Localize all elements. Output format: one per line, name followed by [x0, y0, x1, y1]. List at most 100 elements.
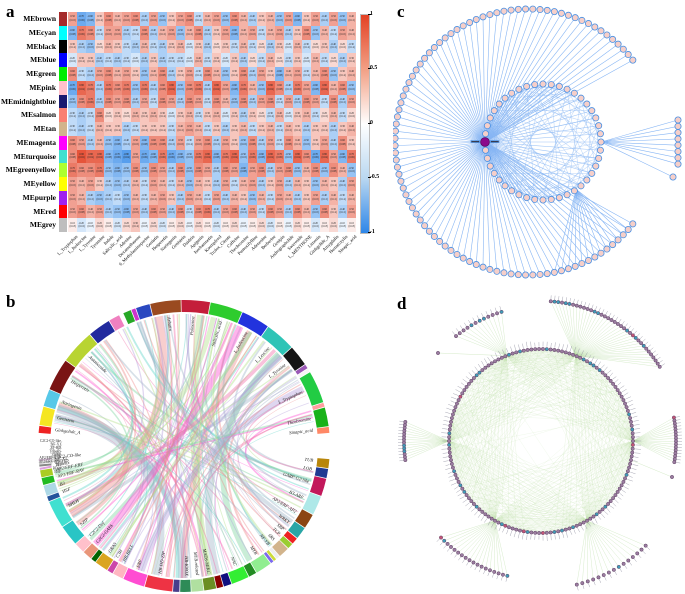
node-label-tick: [492, 573, 494, 578]
network-edge: [576, 189, 624, 236]
network-edge: [575, 355, 597, 515]
network-node: [588, 107, 596, 115]
network-edge: [448, 440, 577, 526]
heatmap-cell: 0.10 (0.18): [104, 218, 113, 232]
chord-link: [68, 315, 168, 517]
label-leader-line: [50, 447, 63, 460]
network-edge: [448, 403, 458, 438]
network-node: [609, 318, 614, 322]
network-node: [425, 227, 433, 235]
network-node: [563, 527, 568, 532]
chord-link: [165, 314, 180, 577]
node-label-tick: [646, 546, 651, 551]
network-node: [539, 196, 547, 204]
heatmap-cell: 0.50 (0.10): [275, 190, 284, 205]
network-edge: [569, 353, 588, 521]
heatmap-cell: -0.30 (0.14): [230, 39, 239, 54]
heatmap-cell: 0.50 (0.10): [311, 12, 320, 26]
node-label-tick: [518, 344, 520, 350]
heatmap-cell: 0.50 (0.10): [167, 94, 176, 109]
heatmap-cell: 0.20 (0.16): [95, 218, 104, 232]
network-edge: [448, 440, 603, 510]
network-edge: [527, 349, 631, 419]
network-node: [514, 350, 519, 355]
module-color-swatch: [59, 122, 67, 136]
network-edge: [586, 520, 633, 558]
network-edge: [439, 141, 486, 242]
heatmap-cell: 0.50 (0.10): [347, 94, 356, 109]
chord-link: [119, 335, 258, 563]
network-edge: [485, 149, 599, 159]
network-edge: [466, 494, 588, 521]
colorbar-tick-mark: [368, 68, 371, 69]
network-edge: [448, 440, 609, 505]
network-edge: [404, 430, 450, 442]
network-node: [630, 435, 635, 440]
chord-link: [72, 375, 263, 553]
heatmap-cell: 0.40 (0.12): [185, 108, 194, 122]
node-label-tick: [459, 496, 465, 500]
chord-link: [102, 356, 283, 552]
network-edge: [448, 440, 597, 515]
heatmap-cell: 0.50 (0.10): [158, 190, 167, 205]
node-label-tick: [494, 524, 498, 530]
network-node: [523, 82, 531, 90]
network-edge: [404, 440, 450, 446]
network-node: [447, 446, 452, 451]
network-edge: [455, 406, 588, 521]
node-label-tick: [526, 534, 528, 541]
chord-segment: [123, 310, 136, 325]
node-label-tick: [471, 508, 476, 512]
heatmap-cell: 0.50 (0.10): [95, 204, 104, 219]
chord-link: [59, 321, 230, 492]
heatmap-cell: -0.20 (0.16): [113, 218, 122, 232]
heatmap-cell: 0.30 (0.14): [320, 39, 329, 54]
heatmap-cell: 0.30 (0.14): [140, 108, 149, 122]
network-edge: [458, 481, 480, 510]
node-label-tick: [517, 532, 520, 539]
chord-segment-label: Genistein: [57, 415, 76, 424]
network-edge: [501, 355, 507, 525]
chord-stack-label: HSF: [54, 470, 61, 474]
node-label-tick: [509, 530, 513, 537]
node-label-tick: [602, 309, 605, 314]
node-label-tick: [623, 392, 629, 396]
network-node: [574, 303, 579, 308]
heatmap-cell: -0.30 (0.14): [194, 108, 203, 122]
network-node: [499, 355, 504, 360]
node-label-tick: [474, 366, 478, 371]
network-edge: [575, 355, 609, 505]
node-label-tick: [477, 363, 481, 369]
heatmap-cell: -0.50 (0.10): [185, 177, 194, 191]
network-edge: [448, 365, 489, 442]
network-node: [557, 267, 565, 275]
chord-segment: [43, 482, 59, 496]
network-node: [506, 525, 511, 530]
network-edge: [575, 354, 652, 356]
network-edge: [462, 488, 588, 521]
network-edge: [449, 349, 547, 434]
network-node: [570, 187, 578, 195]
network-edge: [494, 403, 626, 521]
network-node: [602, 314, 607, 319]
heatmap-cell: 0.20 (0.16): [230, 218, 239, 232]
node-label-tick: [645, 341, 649, 345]
network-edge: [576, 189, 608, 250]
network-node: [499, 522, 504, 527]
node-label-tick: [604, 511, 609, 515]
heatmap-cell: 0.40 (0.12): [176, 177, 185, 191]
heatmap-cell: 0.60 (0.08): [131, 163, 140, 177]
network-edge: [452, 357, 581, 415]
network-edge: [452, 414, 631, 423]
node-label-tick: [609, 574, 612, 578]
network-node: [488, 568, 492, 573]
heatmap-cell: 0.40 (0.12): [347, 190, 356, 205]
network-node: [629, 458, 633, 463]
node-label-tick: [460, 382, 465, 386]
heatmap-cell: 0.50 (0.10): [203, 163, 212, 177]
chord-link: [232, 381, 300, 548]
network-node: [399, 92, 407, 100]
heatmap-cell: 0.50 (0.10): [338, 25, 347, 40]
heatmap-cell: 0.30 (0.14): [158, 108, 167, 122]
network-node: [629, 220, 637, 228]
